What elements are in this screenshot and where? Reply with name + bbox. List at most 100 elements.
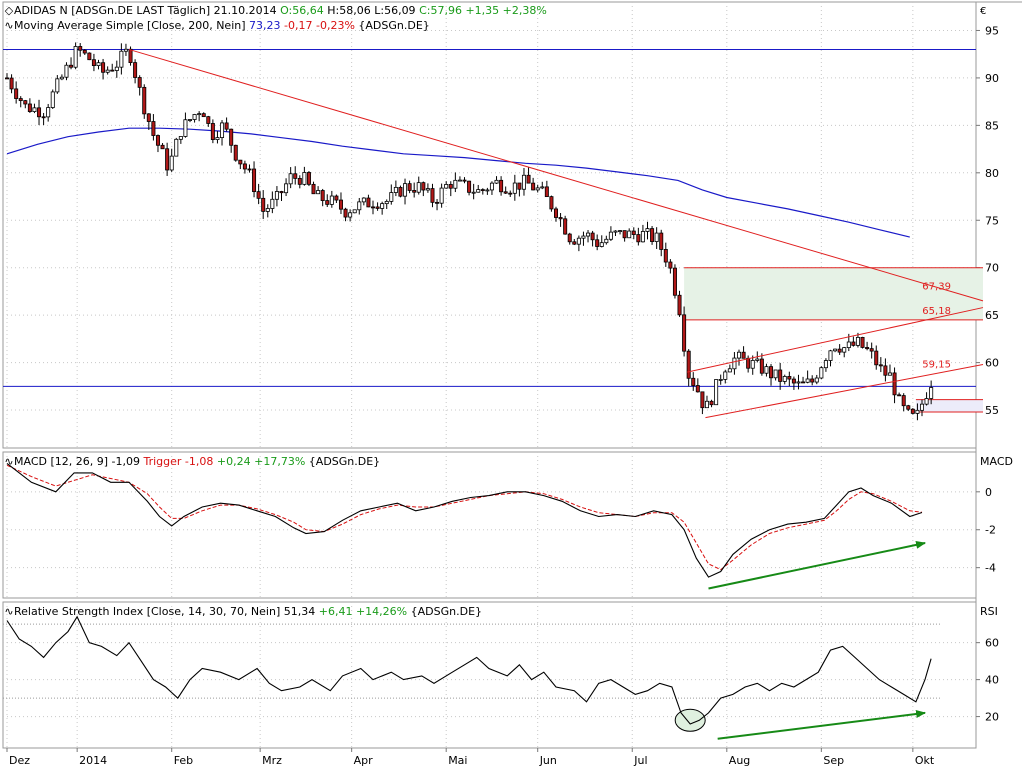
candle-body xyxy=(778,369,783,382)
candle-body xyxy=(142,86,147,115)
candle-body xyxy=(494,179,499,184)
ohlc-close: C:57,96 xyxy=(419,4,462,17)
candle-body xyxy=(384,200,389,205)
candle-body xyxy=(137,77,142,88)
price-zone xyxy=(684,267,983,320)
ohlc-high: H:58,06 xyxy=(327,4,371,17)
candle-body xyxy=(64,64,69,78)
candle-body xyxy=(128,48,133,64)
rsi-y-tick-label: 40 xyxy=(985,674,999,687)
candle-body xyxy=(279,191,284,194)
ma200-line xyxy=(6,127,910,238)
x-tick-label: Aug xyxy=(729,754,750,767)
candle-body xyxy=(338,199,343,210)
candle-body xyxy=(343,208,348,218)
candle-body xyxy=(325,200,330,205)
price-y-tick-label: 80 xyxy=(985,167,999,180)
candle-body xyxy=(78,46,83,51)
candle-body xyxy=(192,114,197,120)
candle-body xyxy=(101,62,106,73)
trend-line xyxy=(705,364,984,419)
candle-body xyxy=(865,347,870,350)
candle-body xyxy=(755,358,760,361)
x-tick-label: Sep xyxy=(823,754,844,767)
x-tick-label: Jun xyxy=(539,754,557,767)
candle-body xyxy=(407,183,412,191)
candle-body xyxy=(627,230,632,239)
candle-body xyxy=(18,98,23,102)
candle-body xyxy=(439,187,444,204)
candle-body xyxy=(782,376,787,382)
ma-value: 73,23 xyxy=(249,19,281,32)
price-y-tick-label: 70 xyxy=(985,262,999,275)
candle-body xyxy=(91,59,96,67)
candle-body xyxy=(96,62,101,67)
price-y-tick-label: 95 xyxy=(985,24,999,37)
diamond-icon[interactable]: ◇ xyxy=(4,4,14,17)
wave-icon[interactable]: ∿ xyxy=(4,605,14,618)
candle-body xyxy=(700,391,705,409)
candle-body xyxy=(59,76,64,80)
ma-change: -0,17 xyxy=(284,19,313,32)
candle-body xyxy=(297,178,302,185)
candle-body xyxy=(87,52,92,61)
wave-icon[interactable]: ∿ xyxy=(4,455,14,468)
ma-symbol: {ADSGn.DE} xyxy=(358,19,430,32)
candle-body xyxy=(828,350,833,361)
candle-body xyxy=(274,191,279,200)
candle-body xyxy=(160,144,165,150)
candle-body xyxy=(727,368,732,373)
candle-body xyxy=(37,107,42,118)
candle-body xyxy=(242,163,247,170)
candle-body xyxy=(393,186,398,193)
candle-body xyxy=(425,188,430,191)
candle-body xyxy=(618,230,623,232)
candle-body xyxy=(773,369,778,379)
candle-body xyxy=(906,405,911,410)
macd-title: MACD [12, 26, 9] -1,09 xyxy=(14,455,140,468)
candle-body xyxy=(764,366,769,374)
candle-body xyxy=(512,182,517,194)
candle-body xyxy=(27,103,32,112)
rsi-line xyxy=(6,615,932,725)
candle-body xyxy=(723,371,728,380)
candle-body xyxy=(476,189,481,193)
candle-body xyxy=(265,208,270,212)
rsi-y-tick-label: 20 xyxy=(985,711,999,724)
candle-body xyxy=(554,208,559,218)
candle-body xyxy=(558,217,563,220)
candle-body xyxy=(119,50,124,68)
candle-body xyxy=(846,341,851,349)
candle-body xyxy=(448,184,453,189)
candle-body xyxy=(457,179,462,182)
candle-body xyxy=(915,409,920,414)
candle-body xyxy=(489,182,494,191)
candle-body xyxy=(517,182,522,190)
rsi-change-pct: +14,26% xyxy=(355,605,408,618)
price-panel-frame xyxy=(2,1,977,449)
candle-body xyxy=(613,230,618,233)
macd-y-tick-label: -4 xyxy=(985,562,996,575)
candle-body xyxy=(480,189,485,191)
wave-icon[interactable]: ∿ xyxy=(4,19,14,32)
x-tick-label: Mrz xyxy=(262,754,282,767)
candle-body xyxy=(133,62,138,78)
rsi-symbol: {ADSGn.DE} xyxy=(410,605,483,618)
candle-body xyxy=(247,168,252,171)
candle-body xyxy=(750,360,755,369)
candle-body xyxy=(567,233,572,243)
candle-body xyxy=(320,190,325,201)
x-tick-label: Mai xyxy=(448,754,467,767)
candle-body xyxy=(672,267,677,296)
candle-body xyxy=(837,348,842,353)
candle-body xyxy=(284,183,289,194)
candle-body xyxy=(595,239,600,247)
candle-body xyxy=(471,191,476,194)
macd-trigger-line xyxy=(6,464,923,571)
candle-body xyxy=(311,183,316,195)
price-y-tick-label: 55 xyxy=(985,404,999,417)
price-y-tick-label: 60 xyxy=(985,357,999,370)
candle-body xyxy=(201,113,206,118)
rsi-change: +6,41 xyxy=(318,605,353,618)
candle-body xyxy=(599,242,604,247)
